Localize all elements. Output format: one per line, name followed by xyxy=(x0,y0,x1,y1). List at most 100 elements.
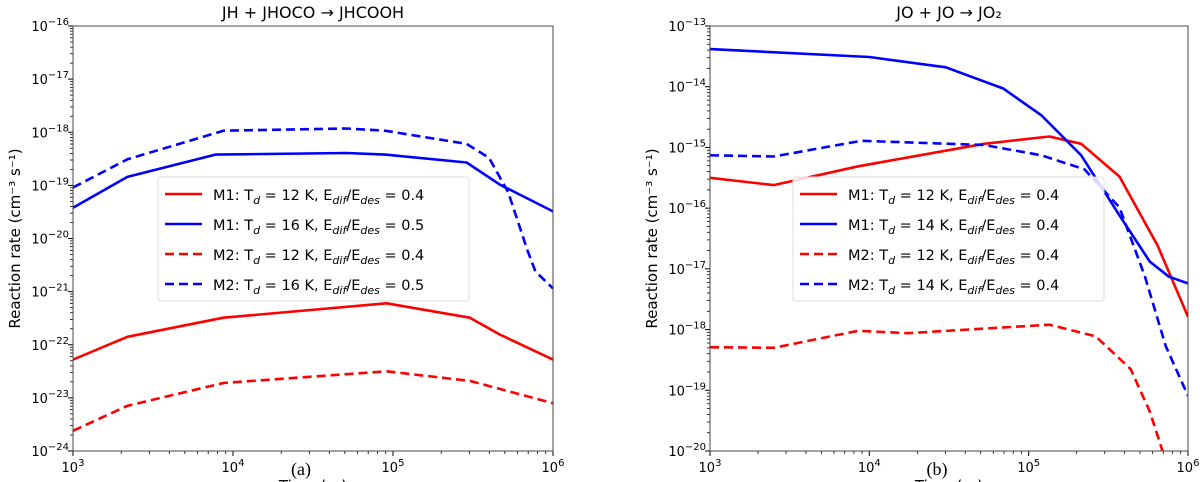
legend: M1: Td = 12 K, Edif/Edes = 0.4M1: Td = 1… xyxy=(792,176,1105,302)
legend-text: = 14 K, E xyxy=(895,218,967,234)
legend-text: /E xyxy=(346,188,360,204)
subfigure-caption: (b) xyxy=(927,459,948,480)
legend-subscript: dif xyxy=(967,284,983,297)
x-tick-exponent: 6 xyxy=(1193,458,1199,469)
x-tick-exponent: 3 xyxy=(715,458,721,469)
y-tick-label: 10−19 xyxy=(668,381,706,399)
legend-subscript: d xyxy=(888,224,896,237)
legend-text: /E xyxy=(346,248,360,264)
legend-subscript: d xyxy=(253,194,261,207)
legend-text: = 0.4 xyxy=(1015,248,1059,264)
legend-text: M1: T xyxy=(213,188,253,204)
y-tick-exponent: −17 xyxy=(685,260,706,271)
axes-frame xyxy=(709,25,1189,452)
legend-label: M1: Td = 12 K, Edif/Edes = 0.4 xyxy=(848,188,1059,207)
legend-subscript: dif xyxy=(332,194,348,207)
y-tick-label: 10−17 xyxy=(31,70,69,88)
x-tick-exponent: 6 xyxy=(558,458,564,469)
x-tick-label: 106 xyxy=(542,458,565,476)
legend-subscript: des xyxy=(360,194,380,207)
y-tick-label: 10−15 xyxy=(668,138,706,156)
legend-frame xyxy=(792,176,1105,302)
y-axis-label: Reaction rate (cm⁻³ s⁻¹) xyxy=(6,148,24,328)
legend-text: M2: T xyxy=(213,248,253,264)
y-tick-exponent: −23 xyxy=(48,389,69,400)
legend-text: = 0.4 xyxy=(1015,278,1059,294)
y-tick-label: 10−13 xyxy=(668,17,706,35)
y-tick-label: 10−24 xyxy=(31,442,69,460)
y-tick-exponent: −15 xyxy=(685,138,706,149)
series-line-m2-td16-dashed xyxy=(73,127,553,290)
x-tick-exponent: 4 xyxy=(874,458,880,469)
legend-subscript: des xyxy=(360,284,380,297)
y-tick-label: 10−18 xyxy=(31,123,69,141)
legend-label: M1: Td = 14 K, Edif/Edes = 0.4 xyxy=(848,218,1059,237)
y-tick-exponent: −16 xyxy=(48,17,69,28)
chart-b: 103 104 105 106 10−20 10−19 10−18 10−17 10−16 10−… xyxy=(643,3,1199,482)
legend-text: M1: T xyxy=(848,188,888,204)
y-tick-label: 10−22 xyxy=(31,336,69,354)
legend-text: = 0.4 xyxy=(380,248,424,264)
y-tick-label: 10−16 xyxy=(668,199,706,217)
x-axis-label: Time (yr) xyxy=(914,477,983,482)
chart-a: 103 104 105 106 10−24 10−23 10−22 10−21 10−20 10−… xyxy=(6,3,564,482)
x-tick-exponent: 3 xyxy=(78,458,84,469)
y-tick-exponent: −18 xyxy=(685,321,706,332)
legend-subscript: d xyxy=(888,254,896,267)
legend-label: M2: Td = 12 K, Edif/Edes = 0.4 xyxy=(213,248,424,267)
series-line-m2-td12-dashed xyxy=(73,369,553,432)
chart-title: JH + JHOCO → JHCOOH xyxy=(221,3,404,22)
legend-subscript: d xyxy=(253,284,261,297)
legend-text: = 0.4 xyxy=(380,188,424,204)
legend-text: = 14 K, E xyxy=(895,278,967,294)
legend-text: M2: T xyxy=(213,278,253,294)
legend-subscript: d xyxy=(888,194,896,207)
legend-label: M2: Td = 14 K, Edif/Edes = 0.4 xyxy=(848,278,1059,297)
legend-text: = 16 K, E xyxy=(260,278,332,294)
legend-label: M1: Td = 16 K, Edif/Edes = 0.5 xyxy=(213,218,424,237)
legend-label: M2: Td = 16 K, Edif/Edes = 0.5 xyxy=(213,278,424,297)
y-tick-exponent: −17 xyxy=(48,70,69,81)
series-line-m2-td14-dashed xyxy=(710,139,1188,397)
y-tick-label: 10−21 xyxy=(31,283,69,301)
legend-subscript: des xyxy=(995,254,1015,267)
series-line-m1-td14-solid xyxy=(710,47,1188,285)
x-tick-exponent: 5 xyxy=(1034,458,1040,469)
legend-text: /E xyxy=(981,218,995,234)
legend-text: = 12 K, E xyxy=(895,248,967,264)
legend-subscript: des xyxy=(995,284,1015,297)
y-tick-exponent: −20 xyxy=(48,230,69,241)
legend-subscript: des xyxy=(360,224,380,237)
legend-subscript: dif xyxy=(332,224,348,237)
legend-text: /E xyxy=(346,218,360,234)
y-tick-exponent: −19 xyxy=(48,176,69,187)
legend-text: M1: T xyxy=(848,218,888,234)
x-axis-label: Time (yr) xyxy=(278,477,347,482)
x-tick-label: 106 xyxy=(1177,458,1200,476)
x-tick-exponent: 5 xyxy=(398,458,404,469)
legend-text: = 0.4 xyxy=(1015,188,1059,204)
legend-text: /E xyxy=(981,248,995,264)
legend-subscript: dif xyxy=(967,254,983,267)
legend-text: = 0.5 xyxy=(380,218,424,234)
legend-subscript: d xyxy=(253,224,261,237)
subfigure-caption: (a) xyxy=(291,459,311,480)
y-tick-exponent: −24 xyxy=(48,442,69,453)
x-tick-label: 105 xyxy=(1017,458,1040,476)
legend-subscript: dif xyxy=(967,194,983,207)
legend: M1: Td = 12 K, Edif/Edes = 0.4M1: Td = 1… xyxy=(157,176,470,302)
y-tick-label: 10−20 xyxy=(668,442,706,460)
y-tick-exponent: −20 xyxy=(685,442,706,453)
legend-text: = 12 K, E xyxy=(260,248,332,264)
legend-subscript: des xyxy=(360,254,380,267)
y-tick-label: 10−14 xyxy=(668,78,706,96)
x-tick-label: 103 xyxy=(62,458,85,476)
legend-text: = 0.5 xyxy=(380,278,424,294)
y-tick-exponent: −19 xyxy=(685,381,706,392)
legend-subscript: dif xyxy=(332,284,348,297)
x-tick-label: 104 xyxy=(858,458,881,476)
series-line-m1-td12-solid xyxy=(73,301,553,361)
legend-subscript: d xyxy=(253,254,261,267)
y-tick-label: 10−19 xyxy=(31,176,69,194)
